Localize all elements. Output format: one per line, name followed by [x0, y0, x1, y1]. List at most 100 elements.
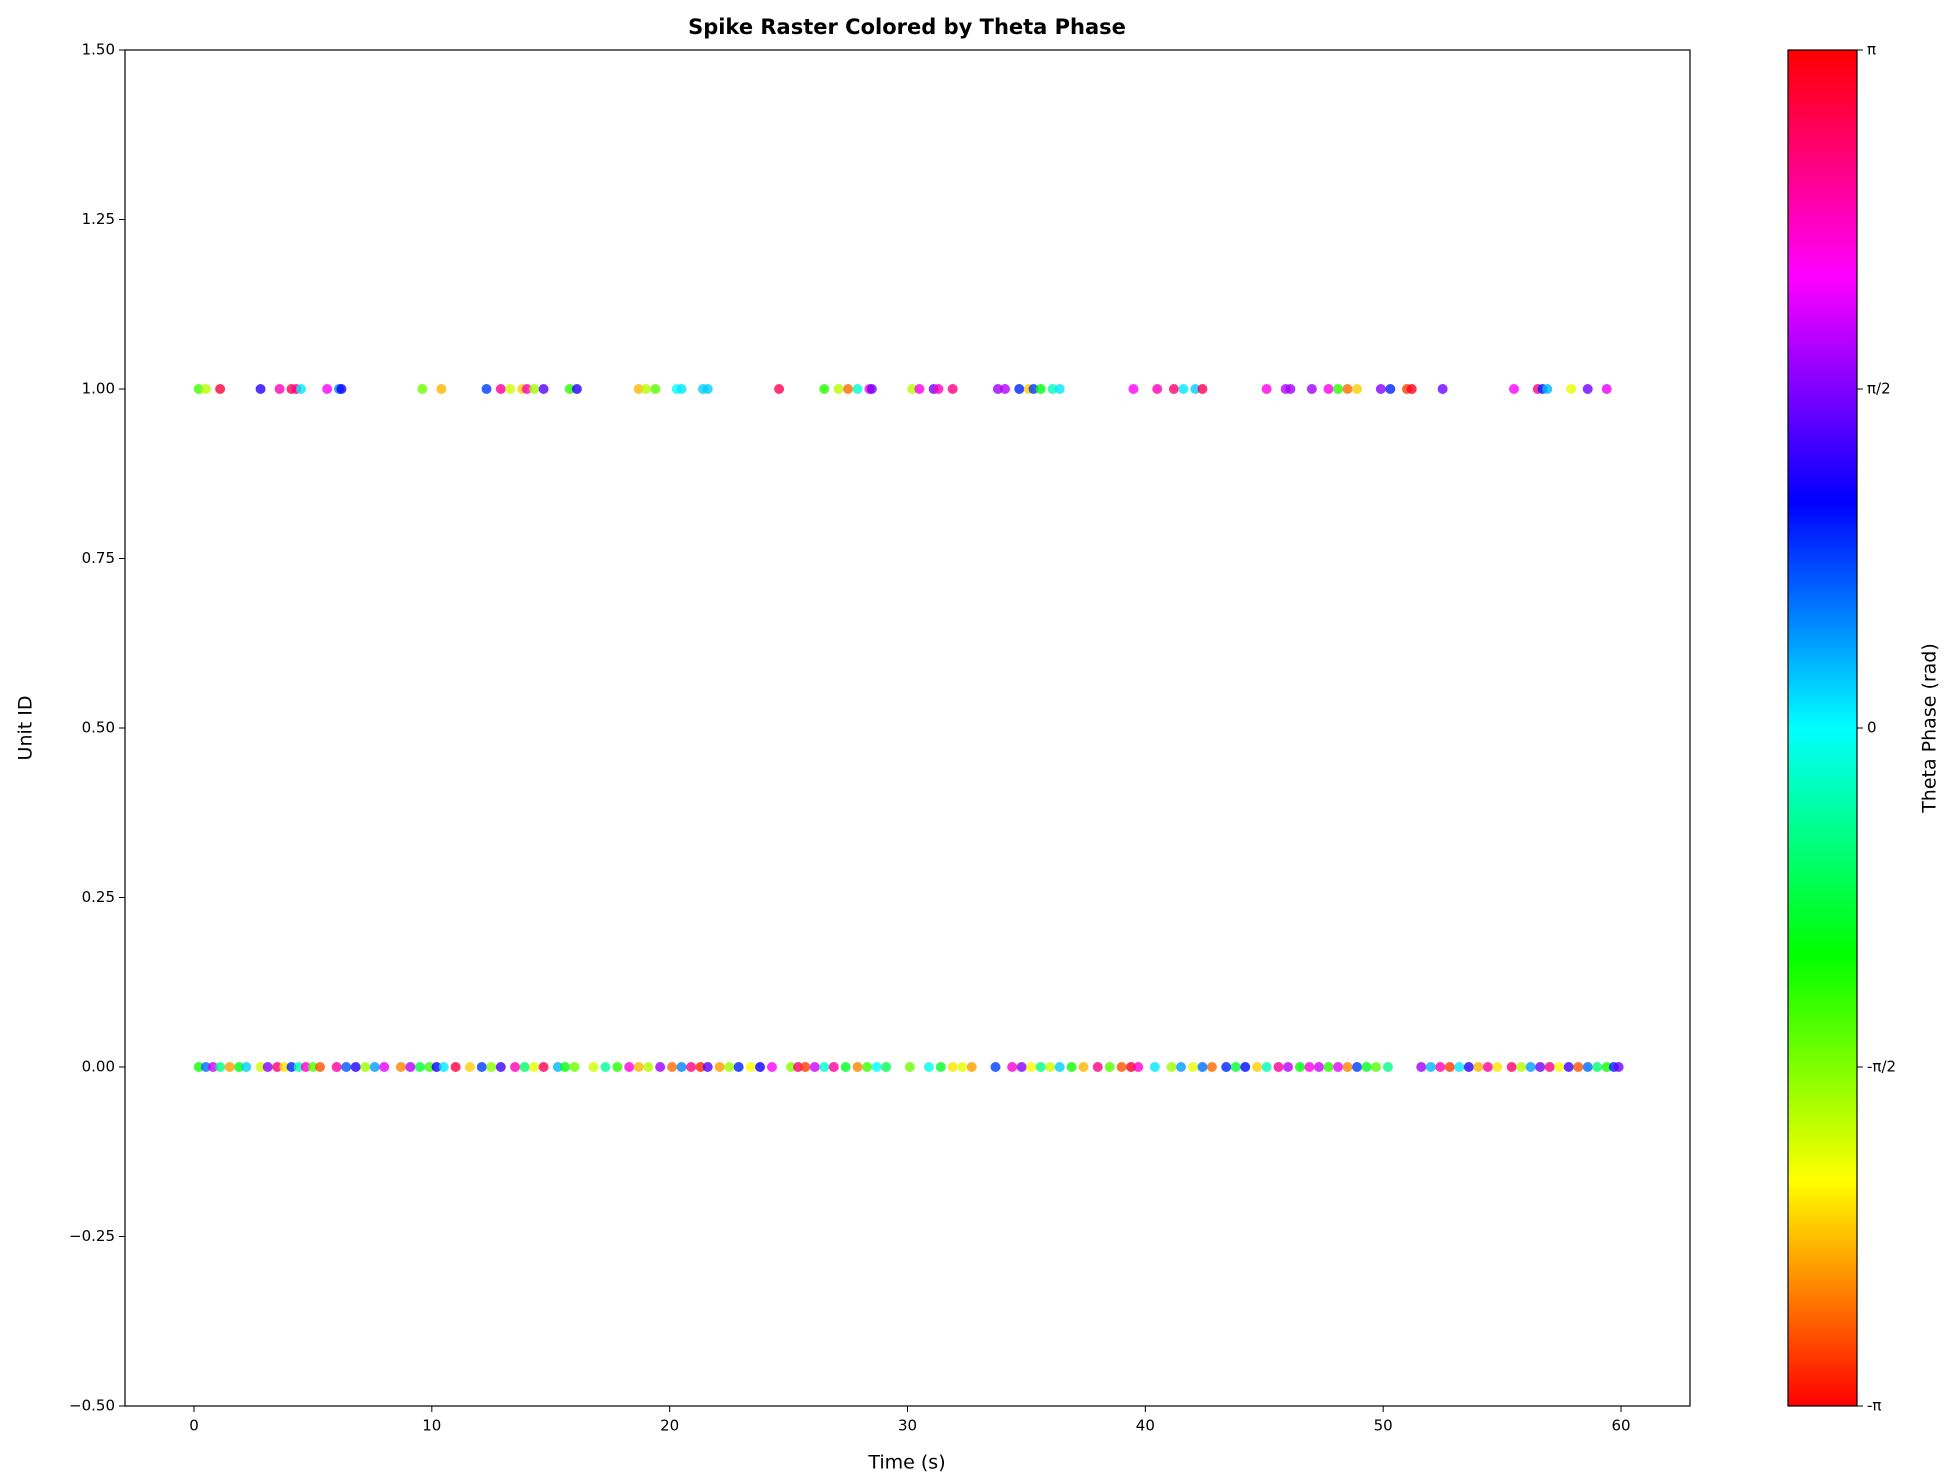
spike-point: [341, 1062, 352, 1072]
spike-point: [486, 1062, 497, 1072]
spike-point: [1035, 1062, 1046, 1072]
spike-point: [957, 1062, 968, 1072]
spike-point: [1168, 384, 1179, 394]
spike-point: [569, 1062, 580, 1072]
spike-point: [1375, 384, 1386, 394]
x-axis-label: Time (s): [867, 1452, 945, 1474]
spike-point: [1582, 1062, 1593, 1072]
spike-point: [510, 1062, 521, 1072]
spike-point: [564, 384, 575, 394]
spike-point: [336, 384, 347, 394]
spike-point: [450, 1062, 461, 1072]
spike-point: [1361, 1062, 1372, 1072]
chart-title: Spike Raster Colored by Theta Phase: [688, 15, 1126, 39]
spike-point: [1128, 384, 1139, 394]
spike-point: [828, 1062, 839, 1072]
spike-point: [438, 1062, 449, 1072]
y-tick-label: 0.25: [82, 888, 115, 906]
spike-point: [667, 1062, 678, 1072]
spike-point: [866, 384, 877, 394]
spike-point: [852, 1062, 863, 1072]
spike-point: [1506, 1062, 1517, 1072]
spike-point: [1197, 1062, 1208, 1072]
spike-point: [255, 384, 266, 394]
spike-point: [464, 1062, 475, 1072]
spike-point: [774, 384, 785, 394]
spike-point: [350, 1062, 361, 1072]
spike-point: [414, 1062, 425, 1072]
spike-point: [624, 1062, 635, 1072]
spike-point: [521, 384, 532, 394]
spike-point: [1454, 1062, 1465, 1072]
spike-point: [1425, 1062, 1436, 1072]
spike-point: [436, 384, 447, 394]
spike-point: [300, 1062, 311, 1072]
spike-point: [1601, 384, 1612, 394]
spike-point: [1525, 1062, 1536, 1072]
spike-point: [274, 384, 285, 394]
spike-point: [702, 1062, 713, 1072]
spike-point: [200, 384, 211, 394]
spike-point: [992, 384, 1003, 394]
spike-point: [1178, 384, 1189, 394]
spike-point: [1285, 384, 1296, 394]
spike-point: [1054, 1062, 1065, 1072]
spike-point: [733, 1062, 744, 1072]
spike-point: [1332, 384, 1343, 394]
spike-point: [745, 1062, 756, 1072]
spike-point: [424, 1062, 435, 1072]
spike-point: [1601, 1062, 1612, 1072]
spike-point: [395, 1062, 406, 1072]
y-tick-label: 1.25: [82, 210, 115, 228]
spike-point: [1294, 1062, 1305, 1072]
spike-point: [800, 1062, 811, 1072]
spike-point: [538, 384, 549, 394]
spike-point: [862, 1062, 873, 1072]
spike-point: [1332, 1062, 1343, 1072]
spike-point: [852, 384, 863, 394]
spike-point: [279, 1062, 290, 1072]
spike-point: [755, 1062, 766, 1072]
spike-point: [1261, 384, 1272, 394]
spike-point: [1047, 384, 1058, 394]
spike-point: [307, 1062, 318, 1072]
spike-point: [193, 384, 204, 394]
spike-point: [1352, 1062, 1363, 1072]
spike-point: [695, 1062, 706, 1072]
x-tick-label: 10: [422, 1417, 441, 1435]
spike-point: [1473, 1062, 1484, 1072]
spike-point: [1190, 384, 1201, 394]
spike-point: [379, 1062, 390, 1072]
spike-point: [1342, 384, 1353, 394]
spike-point: [819, 384, 830, 394]
spike-point: [1166, 1062, 1177, 1072]
x-tick-label: 50: [1374, 1417, 1393, 1435]
spike-point: [1035, 384, 1046, 394]
spike-point: [588, 1062, 599, 1072]
spike-point: [234, 1062, 245, 1072]
spike-point: [633, 384, 644, 394]
spike-point: [1007, 1062, 1018, 1072]
spike-point: [331, 1062, 342, 1072]
spike-point: [369, 1062, 380, 1072]
spike-point: [833, 384, 844, 394]
spike-point: [1566, 384, 1577, 394]
spike-point: [1371, 1062, 1382, 1072]
spike-point: [1000, 384, 1011, 394]
spike-point: [200, 1062, 211, 1072]
spike-point: [881, 1062, 892, 1072]
spike-point: [1554, 1062, 1565, 1072]
spike-point: [1054, 384, 1065, 394]
spike-point: [1066, 1062, 1077, 1072]
spike-point: [505, 384, 516, 394]
spike-point: [1252, 1062, 1263, 1072]
colorbar: [1787, 49, 1858, 1407]
spike-point: [495, 1062, 506, 1072]
spike-point: [405, 1062, 416, 1072]
spike-point: [1482, 1062, 1493, 1072]
colorbar-tick-label: 0: [1867, 719, 1877, 737]
spike-point: [571, 384, 582, 394]
spike-point: [1273, 1062, 1284, 1072]
